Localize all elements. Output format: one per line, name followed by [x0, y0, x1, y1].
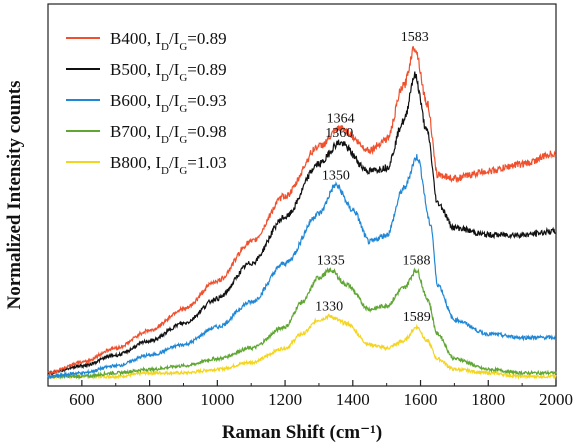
x-tick-label: 600: [69, 390, 95, 409]
y-axis-title: Normalized Intensity counts: [4, 80, 25, 309]
x-tick-label: 1000: [200, 390, 234, 409]
series-line-b400: [47, 46, 557, 376]
plot-frame: [47, 3, 557, 387]
legend-label-b800: B800, ID/IG=1.03: [110, 153, 227, 177]
peak-label-1364: 1364: [327, 112, 355, 127]
peak-label-1588: 1588: [402, 253, 430, 268]
peak-label-1583: 1583: [401, 30, 429, 45]
peak-label-1330: 1330: [315, 299, 343, 314]
peak-label-1360: 1360: [325, 126, 353, 141]
x-tick-label: 1400: [336, 390, 370, 409]
peak-label-1350: 1350: [322, 168, 350, 183]
x-tick-label: 1200: [268, 390, 302, 409]
x-tick-label: 1600: [404, 390, 438, 409]
series-line-b600: [47, 154, 557, 380]
legend-label-b400: B400, ID/IG=0.89: [110, 29, 227, 53]
peak-label-1335: 1335: [317, 253, 345, 268]
series-line-b800: [47, 313, 557, 380]
series-layer: [47, 46, 557, 381]
series-line-b500: [47, 71, 557, 376]
legend-label-b700: B700, ID/IG=0.98: [110, 122, 227, 146]
x-tick-label: 2000: [539, 390, 573, 409]
x-ticks: 600 800 1000 1200 1400 1600 1800 2000: [47, 380, 573, 409]
x-axis-title: Raman Shift (cm⁻¹): [222, 422, 382, 443]
series-line-b700: [47, 266, 557, 381]
x-tick-label: 800: [137, 390, 163, 409]
x-tick-label: 1800: [471, 390, 505, 409]
peak-label-1589: 1589: [403, 310, 431, 325]
legend-label-b500: B500, ID/IG=0.89: [110, 60, 227, 84]
legend: B400, ID/IG=0.89 B500, ID/IG=0.89 B600, ID…: [66, 29, 227, 177]
legend-label-b600: B600, ID/IG=0.93: [110, 91, 227, 115]
